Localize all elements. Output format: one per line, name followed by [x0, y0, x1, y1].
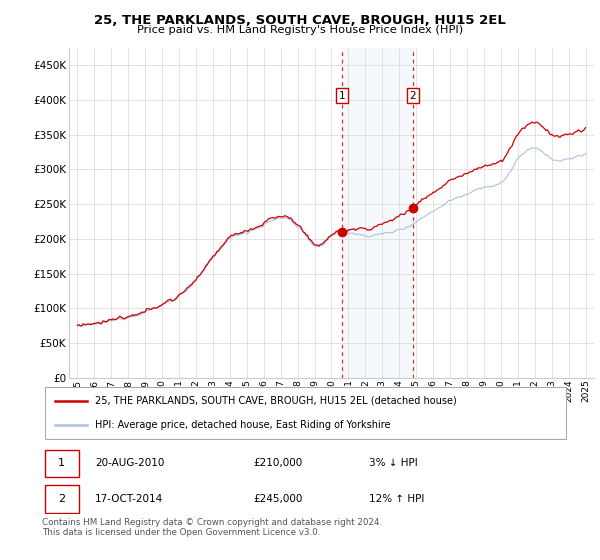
Text: Price paid vs. HM Land Registry's House Price Index (HPI): Price paid vs. HM Land Registry's House …: [137, 25, 463, 35]
Text: £245,000: £245,000: [253, 494, 302, 503]
FancyBboxPatch shape: [44, 486, 79, 512]
Text: HPI: Average price, detached house, East Riding of Yorkshire: HPI: Average price, detached house, East…: [95, 420, 391, 430]
FancyBboxPatch shape: [44, 450, 79, 477]
Text: £210,000: £210,000: [253, 459, 302, 468]
Text: 25, THE PARKLANDS, SOUTH CAVE, BROUGH, HU15 2EL: 25, THE PARKLANDS, SOUTH CAVE, BROUGH, H…: [94, 14, 506, 27]
Text: 17-OCT-2014: 17-OCT-2014: [95, 494, 163, 503]
Bar: [342, 48, 413, 378]
Text: 2: 2: [58, 494, 65, 503]
Text: 1: 1: [339, 91, 346, 100]
Text: 1: 1: [58, 459, 65, 468]
Text: 25, THE PARKLANDS, SOUTH CAVE, BROUGH, HU15 2EL (detached house): 25, THE PARKLANDS, SOUTH CAVE, BROUGH, H…: [95, 396, 457, 406]
Text: 3% ↓ HPI: 3% ↓ HPI: [370, 459, 418, 468]
FancyBboxPatch shape: [44, 388, 566, 438]
Text: 20-AUG-2010: 20-AUG-2010: [95, 459, 164, 468]
Text: 12% ↑ HPI: 12% ↑ HPI: [370, 494, 425, 503]
Text: Contains HM Land Registry data © Crown copyright and database right 2024.
This d: Contains HM Land Registry data © Crown c…: [42, 518, 382, 538]
Text: 2: 2: [409, 91, 416, 100]
